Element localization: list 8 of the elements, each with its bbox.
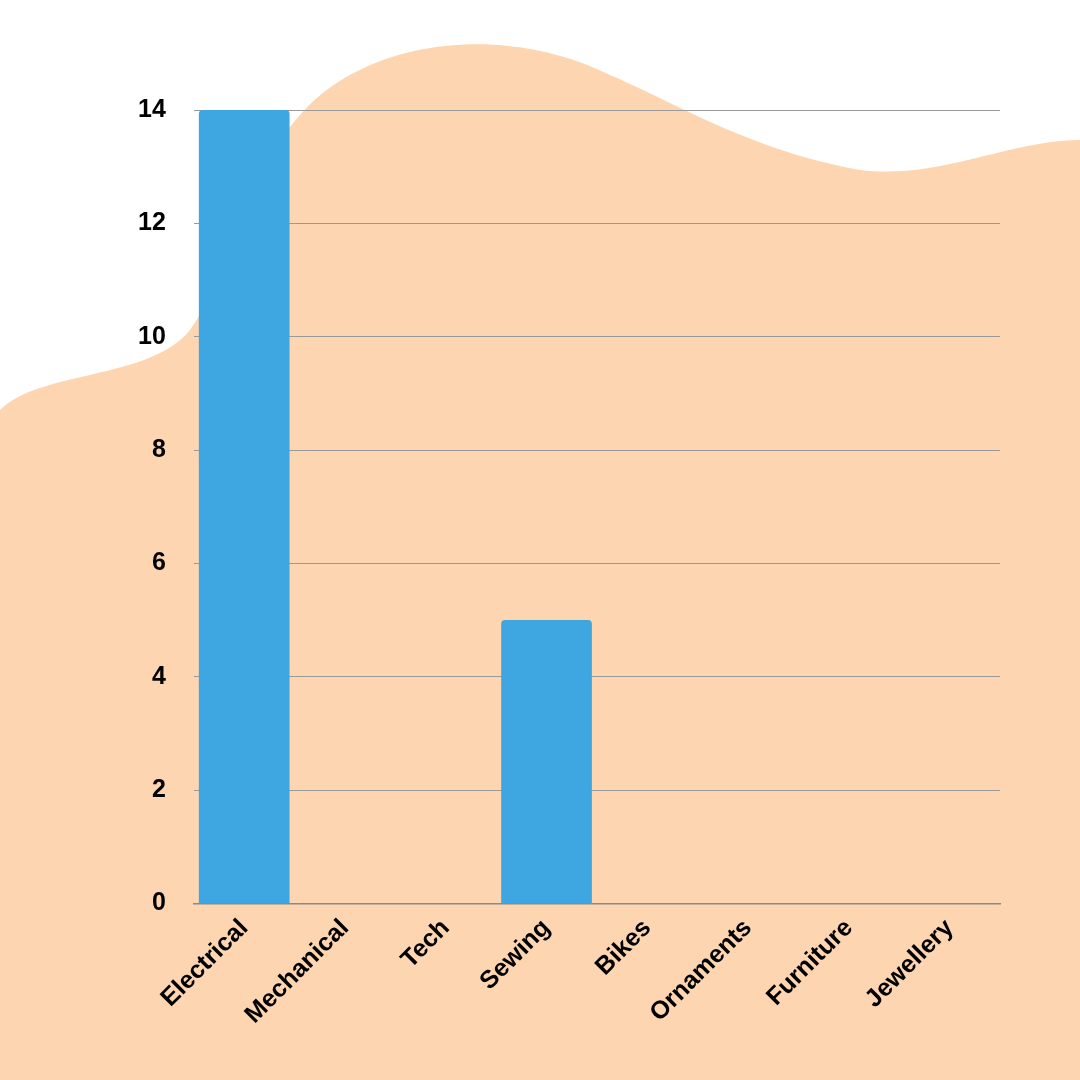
- y-tick-label: 10: [138, 320, 166, 349]
- y-tick-label: 6: [151, 547, 166, 576]
- y-tick-label: 12: [138, 207, 166, 236]
- y-tick-label: 2: [151, 774, 166, 803]
- y-tick-label: 14: [138, 93, 166, 122]
- y-tick-label: 4: [151, 660, 166, 689]
- y-tick-label: 8: [151, 433, 166, 462]
- y-tick-label: 0: [151, 887, 166, 916]
